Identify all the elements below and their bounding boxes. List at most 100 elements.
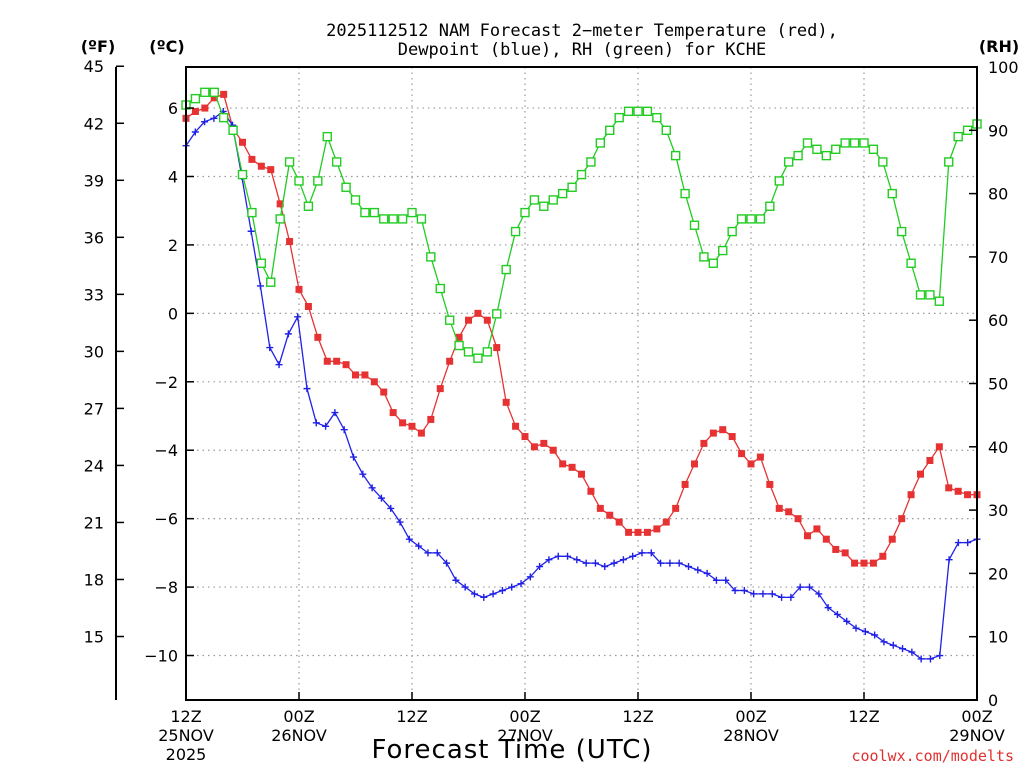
rh-point [774,176,784,186]
dewpoint-point [247,227,255,235]
dewpoint-point [796,583,804,591]
temperature-point [860,559,868,567]
rh-point [614,112,624,123]
rh-point [633,106,643,117]
rh-point [247,207,257,218]
temperature-point [427,415,435,423]
temperature-point [615,518,623,526]
dewpoint-point [880,638,888,646]
rh-point [218,112,229,123]
rh-point [878,157,888,167]
dewpoint-point [926,655,934,663]
dewpoint-point [964,539,972,547]
rh-tick-label: 70 [988,248,1008,267]
time-tick-label: 00Z [283,707,314,726]
temperature-point [738,450,746,458]
dewpoint-point [480,593,488,601]
fahrenheit-tick-label: 42 [84,114,104,133]
dewpoint-point [740,587,748,595]
dewpoint-point [601,563,609,571]
plot-frame [185,66,978,701]
rh-tick-label: 60 [988,311,1008,330]
rh-point [605,125,615,136]
temperature-point [596,504,604,512]
temperature-point [813,525,821,533]
dewpoint-point [350,453,358,461]
rh-point [953,131,963,142]
rh-point [680,188,690,199]
celsius-tick-label: 6 [168,99,178,118]
dewpoint-point [424,549,432,557]
dewpoint-point [768,590,776,598]
rh-point [331,157,342,167]
rh-point [266,277,276,287]
temperature-point [634,528,642,536]
celsius-tick-label: 4 [168,167,178,186]
temperature-point [276,200,284,208]
rh-point [925,290,935,300]
dewpoint-point [191,128,199,136]
temperature-point [474,309,482,317]
rh-point [736,214,747,224]
time-tick-label: 00Z [961,707,992,726]
temperature-point [964,491,972,499]
rh-point [416,214,427,224]
rh-point [407,207,417,218]
rh-tick-label: 30 [988,501,1008,520]
rh-point [200,87,210,98]
time-tick-label: 28NOV [723,726,779,745]
rh-tick-label: 10 [988,628,1008,647]
temperature-point [446,357,454,365]
dewpoint-point [461,583,469,591]
dewpoint-point [266,344,274,352]
dewpoint-point [694,566,702,574]
temperature-point [370,378,378,386]
celsius-tick-label: −4 [154,441,178,460]
rh-point [294,176,304,186]
temperature-point [314,333,322,341]
dewpoint-point [731,587,739,595]
gridlines [186,67,977,700]
dewpoint-point [638,549,646,557]
rh-point [379,214,389,224]
rh-point [510,226,521,237]
dewpoint-point [545,556,553,564]
rh-tick-label: 20 [988,564,1008,583]
dewpoint-point [433,549,441,557]
rh-point [793,150,803,161]
dewpoint-point [470,590,478,598]
time-tick-label: 00Z [735,707,766,726]
fahrenheit-tick-label: 15 [84,628,104,647]
rh-tick-label: 50 [988,375,1008,394]
rh-point [435,283,445,294]
time-tick-label: 25NOV [158,726,214,745]
temperature-point [681,480,689,488]
celsius-tick-label: 2 [168,236,178,255]
temperature-point [248,155,256,163]
dewpoint-point [284,330,292,338]
celsius-tick-label: −6 [154,510,178,529]
dewpoint-point [657,559,665,567]
temperature-point [239,138,246,146]
dewpoint-point [573,556,581,564]
dewpoint-point [377,494,385,502]
dewpoint-point [210,114,218,122]
rh-point [821,150,832,161]
temperature-point [267,166,275,174]
rh-point [840,138,850,148]
time-tick-label: 12Z [396,707,427,726]
temperature-point [295,285,303,293]
site-credit: coolwx.com/modelts [851,747,1014,765]
dewpoint-point [871,631,879,639]
temperature-point [399,419,407,427]
dewpoint-point [591,559,599,567]
dewpoint-point [564,552,572,560]
dewpoint-point [685,563,693,571]
dewpoint-point [396,518,404,526]
rh-point [661,125,671,136]
dewpoint-point [554,552,562,560]
rh-point [548,195,558,205]
temperature-point [220,90,228,98]
rh-point [783,157,794,167]
